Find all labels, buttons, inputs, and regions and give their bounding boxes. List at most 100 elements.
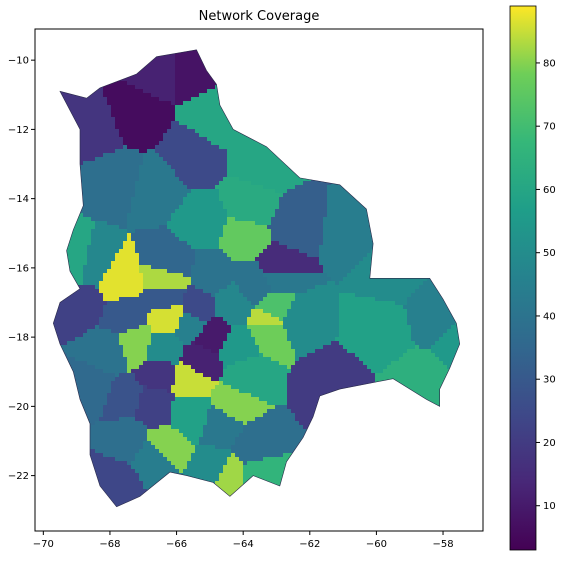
region-cell xyxy=(167,53,172,58)
region-cell xyxy=(355,129,360,134)
region-cell xyxy=(53,65,56,70)
region-cell xyxy=(147,117,152,122)
region-cell xyxy=(443,33,448,38)
region-cell xyxy=(279,81,284,86)
region-cell xyxy=(167,121,172,126)
region-cell xyxy=(387,37,392,42)
region-cell xyxy=(155,41,160,46)
region-cell xyxy=(283,85,288,90)
region-cell xyxy=(139,97,144,102)
region-cell xyxy=(471,169,476,174)
region-cell xyxy=(87,165,92,170)
region-cell xyxy=(327,77,332,82)
region-cell xyxy=(363,121,368,126)
region-cell xyxy=(423,153,428,158)
region-cell xyxy=(131,141,136,146)
region-cell xyxy=(459,189,460,194)
region-cell xyxy=(351,37,356,42)
region-cell xyxy=(475,93,480,98)
region-cell xyxy=(279,133,284,138)
region-cell xyxy=(359,129,364,134)
region-cell xyxy=(107,153,112,158)
region-cell xyxy=(391,177,396,182)
region-cell xyxy=(355,77,360,82)
region-cell xyxy=(67,29,72,34)
region-cell xyxy=(327,57,332,62)
region-cell xyxy=(47,165,52,170)
region-cell xyxy=(331,89,336,94)
region-cell xyxy=(335,109,340,114)
region-cell xyxy=(331,197,336,202)
region-cell xyxy=(47,173,52,178)
region-cell xyxy=(215,89,220,94)
region-cell xyxy=(67,57,72,62)
region-cell xyxy=(175,29,180,34)
region-cell xyxy=(43,133,48,138)
region-cell xyxy=(335,121,340,126)
region-cell xyxy=(203,197,208,202)
region-cell xyxy=(207,89,212,94)
region-cell xyxy=(59,173,64,178)
region-cell xyxy=(119,89,124,94)
region-cell xyxy=(211,117,216,122)
region-cell xyxy=(395,53,400,58)
region-cell xyxy=(303,101,308,106)
region-cell xyxy=(47,169,52,174)
region-cell xyxy=(367,117,372,122)
region-cell xyxy=(127,45,132,50)
region-cell xyxy=(207,169,212,174)
region-cell xyxy=(299,85,304,90)
region-cell xyxy=(63,37,68,42)
region-cell xyxy=(183,33,188,38)
region-cell xyxy=(207,45,212,50)
region-cell xyxy=(391,89,396,94)
region-cell xyxy=(323,37,328,42)
region-cell xyxy=(103,169,108,174)
region-cell xyxy=(155,73,160,78)
region-cell xyxy=(467,153,472,158)
region-cell xyxy=(471,65,476,70)
region-cell xyxy=(247,89,252,94)
region-cell xyxy=(339,113,344,118)
region-cell xyxy=(471,161,476,166)
region-cell xyxy=(235,65,240,70)
region-cell xyxy=(39,133,44,138)
region-cell xyxy=(323,193,328,198)
region-cell xyxy=(295,49,300,54)
region-cell xyxy=(299,89,304,94)
region-cell xyxy=(347,161,352,166)
region-cell xyxy=(367,93,372,98)
region-cell xyxy=(291,117,296,122)
region-cell xyxy=(367,109,372,114)
region-cell xyxy=(211,93,216,98)
region-cell xyxy=(135,93,140,98)
region-cell xyxy=(379,169,384,174)
region-cell xyxy=(227,193,232,198)
region-cell xyxy=(127,101,132,106)
region-cell xyxy=(163,101,168,106)
region-cell xyxy=(111,49,116,54)
region-cell xyxy=(439,185,444,190)
region-cell xyxy=(463,73,468,78)
region-cell xyxy=(287,85,292,90)
region-cell xyxy=(267,41,272,46)
region-cell xyxy=(127,65,132,70)
region-cell xyxy=(251,53,256,58)
region-cell xyxy=(123,117,128,122)
region-cell xyxy=(315,77,320,82)
region-cell xyxy=(123,153,128,158)
region-cell xyxy=(427,181,432,186)
region-cell xyxy=(53,85,56,90)
region-cell xyxy=(279,129,284,134)
region-cell xyxy=(279,77,284,82)
region-cell xyxy=(135,197,140,202)
region-cell xyxy=(463,161,468,166)
region-cell xyxy=(43,173,48,178)
region-cell xyxy=(411,141,416,146)
region-cell xyxy=(103,69,108,74)
region-cell xyxy=(383,45,388,50)
region-cell xyxy=(339,77,344,82)
region-cell xyxy=(303,69,308,74)
region-cell xyxy=(419,181,424,186)
region-cell xyxy=(199,185,204,190)
